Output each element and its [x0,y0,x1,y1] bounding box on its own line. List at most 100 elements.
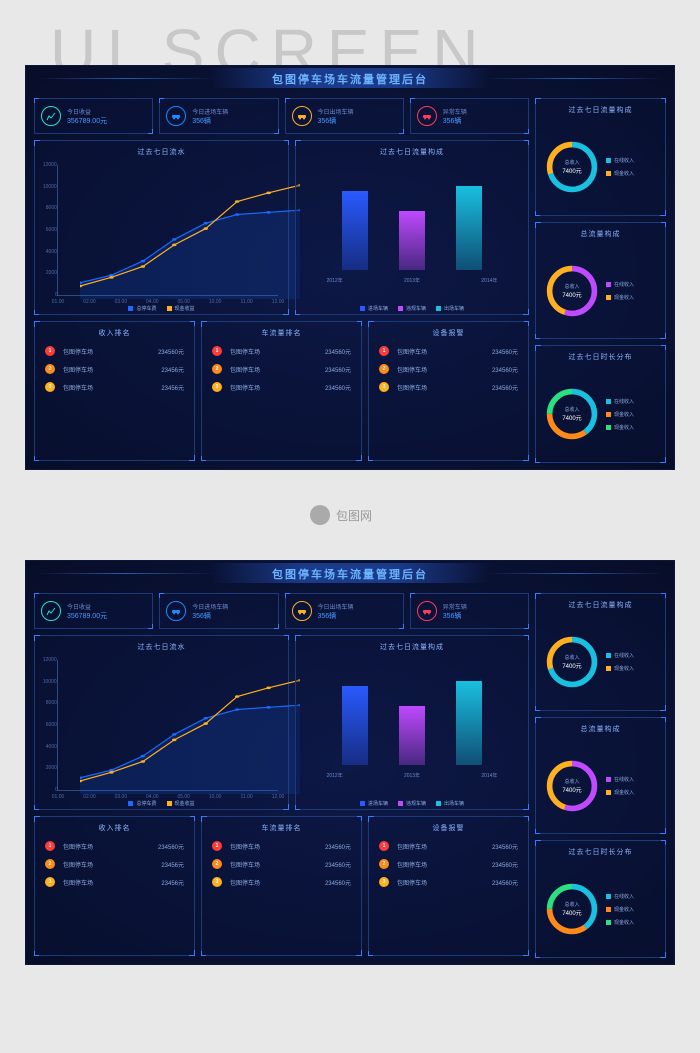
donut-center-label: 总收入 [562,283,581,290]
legend-item: 出场车辆 [436,800,464,807]
list-item[interactable]: 2包图停车场234560元 [212,364,351,374]
list-item[interactable]: 2包图停车场23456元 [45,859,184,869]
list-item[interactable]: 2包图停车场234560元 [212,859,351,869]
legend-item: 现金收入 [606,919,634,926]
panel-title: 过去七日时长分布 [536,346,665,366]
dashboard-preview-2: 包图停车场车流量管理后台今日收益356789.00元今日进场车辆356辆今日出场… [25,560,675,965]
list-item[interactable]: 3包图停车场234560元 [212,382,351,392]
page-title: 包图停车场车流量管理后台 [272,71,428,87]
kpi-card[interactable]: 今日进场车辆356辆 [159,98,278,134]
list-item[interactable]: 2包图停车场234560元 [379,364,518,374]
legend-swatch [606,171,611,176]
donut-center-value: 7400元 [562,166,581,175]
donut-center: 总收入7400元 [562,778,581,794]
panel-title: 车流量排名 [202,322,361,342]
donut-panel: 过去七日时长分布总收入7400元在线收入现金收入现金收入 [535,345,666,463]
chart-legend: 总停车费 现金收益 [35,800,288,807]
list-item[interactable]: 3包图停车场234560元 [379,382,518,392]
legend-item: 现金收入 [606,789,634,796]
rank-panel: 设备报警1包图停车场234560元2包图停车场234560元3包图停车场2345… [368,321,529,461]
kpi-card[interactable]: 今日出场车辆356辆 [285,593,404,629]
kpi-label: 今日进场车辆 [192,602,228,611]
legend-item: 出场车辆 [436,305,464,312]
list-item[interactable]: 1包图停车场234560元 [45,841,184,851]
donut-center-value: 7400元 [562,413,581,422]
legend-label: 在线收入 [614,893,634,900]
donut-panel: 总流量构成总收入7400元在线收入现金收入 [535,222,666,340]
list-item[interactable]: 2包图停车场234560元 [379,859,518,869]
panel-title: 过去七日时长分布 [536,841,665,861]
donut-legend: 在线收入现金收入 [606,652,634,672]
rank-name: 包图停车场 [230,383,317,392]
donut-chart: 总收入7400元 [544,386,600,442]
rank-value: 234560元 [492,860,518,869]
donut-center: 总收入7400元 [562,901,581,917]
rank-list: 1包图停车场234560元 2包图停车场23456元 3包图停车场23456元 [35,837,194,891]
panel-title: 收入排名 [35,817,194,837]
rank-name: 包图停车场 [230,860,317,869]
kpi-card[interactable]: 今日收益356789.00元 [34,98,153,134]
header: 包图停车场车流量管理后台 [26,66,674,92]
legend-item: 现金收入 [606,411,634,418]
kpi-card[interactable]: 今日出场车辆356辆 [285,98,404,134]
kpi-card[interactable]: 异常车辆356辆 [410,98,529,134]
panel-title: 总流量构成 [536,223,665,243]
list-item[interactable]: 1包图停车场234560元 [379,841,518,851]
legend-item: 违规车辆 [398,305,426,312]
legend-label: 现金收入 [614,170,634,177]
chart-legend: 进场车辆违规车辆出场车辆 [296,800,528,807]
legend-label: 现金收益 [175,800,195,807]
kpi-card[interactable]: 今日收益356789.00元 [34,593,153,629]
y-tick: 4000 [46,249,57,255]
rank-panel: 设备报警1包图停车场234560元2包图停车场234560元3包图停车场2345… [368,816,529,956]
legend-item: 现金收益 [167,800,195,807]
kpi-value: 356辆 [192,611,228,621]
kpi-label: 异常车辆 [443,602,467,611]
legend-label: 现金收入 [614,665,634,672]
rank-name: 包图停车场 [230,365,317,374]
list-item[interactable]: 3包图停车场234560元 [379,877,518,887]
chart-icon [41,601,61,621]
donut-panel: 总流量构成总收入7400元在线收入现金收入 [535,717,666,835]
donut-chart: 总收入7400元 [544,263,600,319]
kpi-value: 356辆 [192,116,228,126]
kpi-row: 今日收益356789.00元今日进场车辆356辆今日出场车辆356辆异常车辆35… [34,593,529,629]
list-item[interactable]: 2包图停车场23456元 [45,364,184,374]
kpi-card[interactable]: 异常车辆356辆 [410,593,529,629]
legend-swatch [128,801,133,806]
bar [342,686,368,765]
list-item[interactable]: 1包图停车场234560元 [45,346,184,356]
legend-item: 在线收入 [606,893,634,900]
rank-badge: 1 [379,346,389,356]
list-item[interactable]: 3包图停车场23456元 [45,382,184,392]
legend-swatch [167,306,172,311]
rank-value: 234560元 [325,365,351,374]
list-item[interactable]: 1包图停车场234560元 [212,346,351,356]
donut-legend: 在线收入现金收入现金收入 [606,398,634,431]
legend-item: 总停车费 [128,800,156,807]
list-item[interactable]: 3包图停车场23456元 [45,877,184,887]
kpi-value: 356789.00元 [67,116,107,126]
legend-swatch [606,653,611,658]
panel-title: 过去七日流量构成 [536,594,665,614]
legend-item: 现金收入 [606,170,634,177]
kpi-value: 356辆 [318,611,354,621]
y-tick: 10000 [43,184,57,190]
legend-label: 进场车辆 [368,800,388,807]
legend-swatch [606,425,611,430]
legend-swatch [606,777,611,782]
donut-center-value: 7400元 [562,785,581,794]
list-item[interactable]: 1包图停车场234560元 [212,841,351,851]
y-tick: 0 [55,292,58,298]
car-out-icon [292,106,312,126]
kpi-card[interactable]: 今日进场车辆356辆 [159,593,278,629]
legend-label: 现金收入 [614,294,634,301]
rank-badge: 2 [379,859,389,869]
list-item[interactable]: 3包图停车场234560元 [212,877,351,887]
rank-badge: 3 [212,382,222,392]
y-tick: 2000 [46,270,57,276]
legend-swatch [606,399,611,404]
bar-chart: 2012年2013年2014年 [296,656,528,795]
legend-swatch [606,920,611,925]
list-item[interactable]: 1包图停车场234560元 [379,346,518,356]
